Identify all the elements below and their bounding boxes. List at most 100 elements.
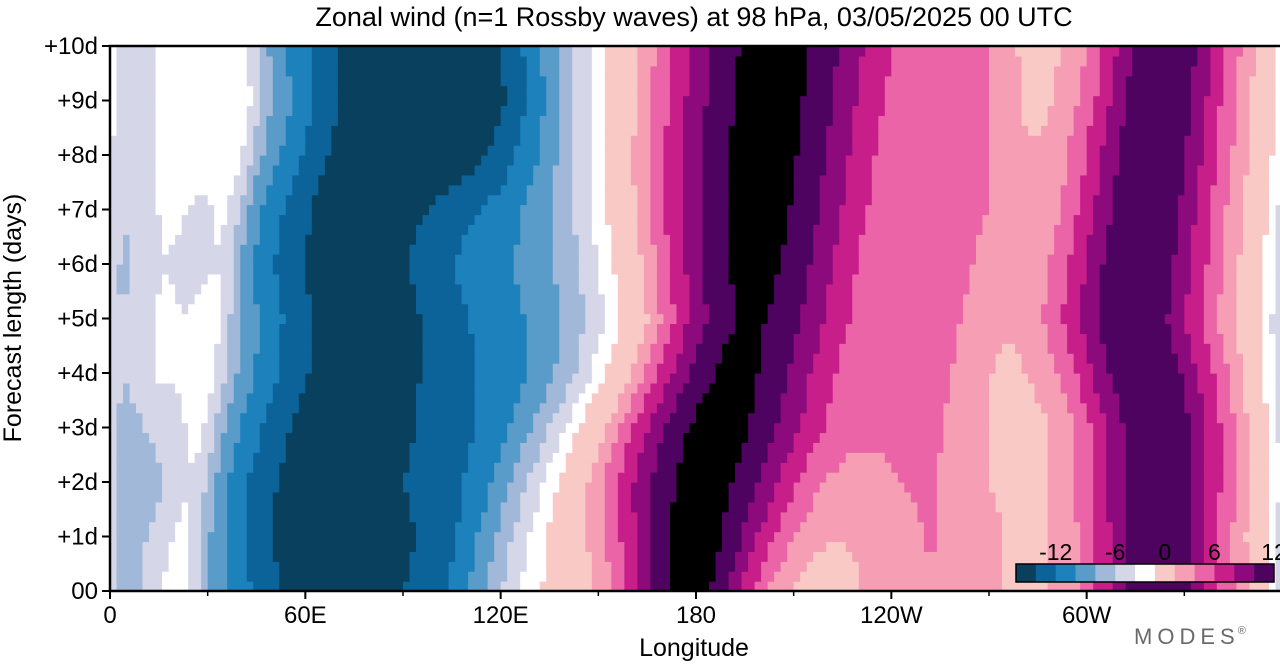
contour-cell [591, 224, 612, 235]
contour-cell [311, 46, 339, 57]
contour-cell [1275, 343, 1280, 354]
contour-cell [989, 95, 1023, 107]
contour-cell [774, 531, 795, 543]
contour-cell [1093, 194, 1114, 206]
contour-cell [1093, 491, 1107, 503]
contour-cell [240, 412, 267, 424]
contour-cell [481, 521, 502, 533]
contour-cell [1047, 343, 1068, 354]
contour-cell [715, 571, 730, 582]
contour-cell [826, 155, 847, 166]
contour-cell [852, 135, 879, 146]
contour-cell [1184, 323, 1205, 334]
contour-cell [1047, 264, 1068, 275]
contour-cell [1242, 224, 1270, 235]
contour-cell [1236, 254, 1264, 265]
contour-cell [800, 521, 925, 533]
contour-cell [116, 264, 131, 275]
contour-cell [728, 571, 743, 582]
contour-cell [1073, 234, 1088, 245]
contour-cell [279, 273, 306, 285]
contour-cell [539, 482, 560, 493]
contour-cell [591, 363, 606, 374]
contour-cell [650, 501, 671, 513]
contour-cell [1099, 46, 1120, 57]
contour-cell [1203, 581, 1218, 591]
contour-cell [1073, 353, 1088, 364]
contour-cell [617, 402, 632, 414]
contour-cell [800, 135, 827, 146]
contour-cell [279, 353, 313, 364]
contour-cell [774, 482, 795, 493]
contour-cell [650, 115, 671, 126]
contour-cell [188, 452, 196, 463]
contour-cell [611, 264, 645, 275]
contour-cell [116, 452, 157, 463]
contour-cell [767, 541, 788, 552]
contour-cell [110, 491, 118, 503]
contour-cell [110, 353, 157, 364]
contour-cell [1242, 353, 1264, 364]
contour-cell [1275, 85, 1280, 97]
contour-cell [227, 194, 241, 206]
contour-cell [1216, 511, 1238, 523]
contour-cell [1262, 283, 1277, 295]
contour-cell [1054, 244, 1075, 255]
contour-cell [559, 155, 573, 166]
contour-cell [637, 561, 652, 572]
contour-cell [1112, 75, 1127, 87]
contour-cell [643, 333, 658, 344]
contour-cell [110, 323, 157, 334]
contour-cell [643, 264, 658, 275]
contour-cell [220, 234, 235, 245]
contour-cell [1249, 105, 1277, 116]
contour-cell [774, 571, 801, 582]
contour-cell [116, 46, 157, 57]
contour-cell [233, 283, 241, 295]
contour-cell [858, 65, 892, 77]
contour-cell [1119, 145, 1185, 156]
contour-cell [728, 234, 788, 245]
contour-cell [311, 85, 339, 97]
contour-cell [552, 373, 573, 384]
contour-cell [246, 511, 274, 523]
contour-cell [637, 571, 652, 582]
contour-cell [1275, 392, 1280, 404]
contour-cell [474, 551, 495, 562]
contour-cell [1125, 95, 1192, 107]
contour-cell [1054, 85, 1081, 97]
contour-cell [214, 382, 222, 394]
contour-cell [975, 244, 1055, 255]
contour-cell [604, 135, 632, 146]
contour-cell [858, 571, 1003, 582]
contour-cell [826, 135, 853, 146]
contour-cell [1047, 323, 1068, 334]
contour-cell [246, 184, 254, 196]
contour-cell [1216, 293, 1238, 305]
contour-cell [1268, 174, 1280, 186]
contour-cell [1080, 323, 1101, 334]
contour-cell [539, 46, 560, 57]
contour-cell [298, 164, 326, 176]
contour-cell [604, 551, 625, 562]
contour-cell [643, 273, 658, 285]
contour-cell [656, 264, 671, 275]
contour-cell [989, 194, 1062, 206]
contour-cell [702, 164, 730, 176]
contour-cell [871, 174, 990, 186]
contour-cell [1249, 85, 1277, 97]
contour-cell [546, 571, 593, 582]
contour-cell [604, 422, 619, 434]
contour-cell [110, 214, 163, 225]
contour-cell [331, 135, 495, 146]
contour-cell [110, 392, 124, 404]
contour-cell [461, 174, 508, 186]
y-tick-label: +1d [57, 524, 98, 551]
contour-cell [409, 273, 456, 285]
contour-cell [1041, 303, 1062, 315]
contour-cell [989, 382, 1036, 394]
contour-cell [331, 125, 495, 136]
contour-cell [1229, 164, 1251, 176]
contour-cell [637, 551, 652, 562]
contour-cell [1086, 254, 1107, 265]
